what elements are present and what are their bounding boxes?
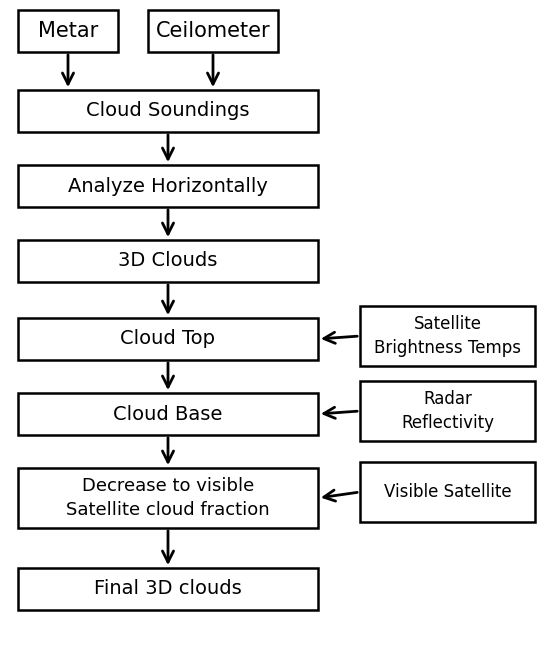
Text: Visible Satellite: Visible Satellite (384, 483, 511, 501)
FancyBboxPatch shape (360, 306, 535, 366)
FancyBboxPatch shape (18, 568, 318, 610)
FancyBboxPatch shape (18, 393, 318, 435)
Text: Satellite
Brightness Temps: Satellite Brightness Temps (374, 315, 521, 357)
FancyBboxPatch shape (18, 318, 318, 360)
Text: Cloud Base: Cloud Base (113, 404, 223, 424)
FancyBboxPatch shape (148, 10, 278, 52)
Text: Final 3D clouds: Final 3D clouds (94, 580, 242, 598)
FancyBboxPatch shape (18, 468, 318, 528)
Text: Decrease to visible
Satellite cloud fraction: Decrease to visible Satellite cloud frac… (66, 477, 270, 519)
FancyBboxPatch shape (360, 462, 535, 522)
Text: Radar
Reflectivity: Radar Reflectivity (401, 390, 494, 432)
Text: Metar: Metar (38, 21, 98, 41)
FancyBboxPatch shape (18, 90, 318, 132)
FancyBboxPatch shape (360, 381, 535, 441)
FancyBboxPatch shape (18, 240, 318, 282)
Text: Analyze Horizontally: Analyze Horizontally (68, 177, 268, 195)
FancyBboxPatch shape (18, 10, 118, 52)
Text: 3D Clouds: 3D Clouds (118, 252, 218, 271)
Text: Cloud Top: Cloud Top (120, 330, 216, 349)
Text: Cloud Soundings: Cloud Soundings (86, 101, 250, 121)
FancyBboxPatch shape (18, 165, 318, 207)
Text: Ceilometer: Ceilometer (156, 21, 270, 41)
